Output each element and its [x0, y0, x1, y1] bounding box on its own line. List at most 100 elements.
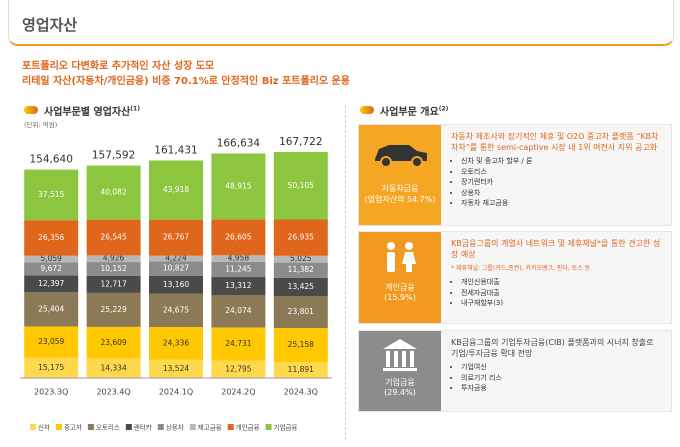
data-label: 10,152	[100, 264, 126, 273]
legend-label: 렌터카	[134, 423, 152, 432]
desc: KB금융그룹의 기업투자금융(CIB) 플랫폼과의 시너지 창출로 기업/투자금…	[451, 337, 663, 394]
bar-segment	[211, 294, 266, 328]
legend-label: 신차	[38, 423, 50, 432]
bar-segment	[149, 255, 203, 262]
bar-segment	[86, 219, 141, 256]
x-tick-label: 2024.3Q	[284, 388, 318, 397]
car-icon	[375, 145, 427, 168]
chart-title-text: 사업부문별 영업자산	[44, 107, 131, 118]
data-label: 37,515	[38, 190, 64, 199]
bullets: 신차 및 중고차 할부 / 론오토리스장기렌터카상용차자동차 재고금융	[451, 156, 663, 209]
data-label: 13,524	[163, 364, 189, 373]
data-label: 26,545	[100, 233, 126, 242]
bullet: 내구재할부(3)	[461, 298, 663, 309]
bar-segment	[86, 326, 141, 359]
bar-segment	[149, 219, 203, 256]
data-label: 50,105	[288, 181, 314, 190]
data-label: 14,334	[100, 363, 126, 372]
bullet: 신차 및 중고차 할부 / 론	[461, 156, 663, 167]
headline: 리테일 자산(자동차/개인금융) 비중 70.1%로 안정적인 Biz 포트폴리…	[22, 76, 350, 87]
total-label: 166,634	[217, 137, 261, 149]
data-label: 24,336	[163, 338, 189, 347]
data-label: 12,397	[38, 279, 64, 288]
data-label: 26,605	[225, 232, 251, 241]
bullet: 기업여신	[461, 362, 663, 373]
bar-segment	[86, 292, 141, 327]
bar-segment	[211, 255, 266, 262]
legend-swatch	[125, 424, 132, 430]
data-label: 25,404	[38, 304, 64, 313]
legend-label: 상용차	[166, 423, 184, 432]
share: (15.9%)	[384, 293, 416, 302]
data-label: 4,224	[165, 254, 187, 263]
data-label: 13,425	[288, 282, 314, 291]
overview-title-note: (2)	[438, 105, 449, 113]
bar-segment	[211, 261, 266, 278]
legend-swatch	[157, 424, 164, 430]
data-label: 43,918	[163, 185, 189, 194]
label: 개인금융	[385, 283, 415, 292]
total-label: 167,722	[279, 136, 322, 148]
bullet: 의료기기 리스	[461, 373, 663, 384]
data-label: 24,675	[163, 305, 189, 314]
x-tick-label: 2023.4Q	[96, 388, 130, 397]
bar-segment	[24, 262, 79, 276]
bar-segment	[273, 328, 328, 362]
bullets: 기업여신의료기기 리스투자금융	[451, 362, 663, 394]
bar-segment	[273, 361, 328, 378]
data-label: 4,958	[228, 254, 250, 263]
bullet: 전세자금대출	[461, 288, 663, 299]
legend-swatch	[55, 424, 62, 430]
data-label: 23,609	[100, 338, 126, 347]
chart-title: 사업부문별 영업자산(1)	[44, 103, 140, 118]
data-label: 23,801	[288, 307, 314, 316]
bar-segment	[273, 152, 328, 220]
bar-segment	[24, 275, 79, 293]
people-icon	[387, 242, 416, 272]
bullet: 개인신용대출	[461, 277, 663, 288]
data-label: 26,767	[163, 233, 189, 242]
bar-segment	[273, 262, 328, 278]
unit: (단위: 억원)	[24, 121, 58, 129]
data-label: 12,717	[100, 279, 126, 288]
data-label: 13,160	[163, 280, 189, 289]
bar-segment	[211, 277, 266, 295]
box-label: 기업금융 (29.4%)	[359, 331, 441, 411]
x-tick-label: 2024.1Q	[159, 388, 193, 397]
share: (29.4%)	[384, 388, 416, 397]
legend-swatch	[87, 424, 94, 430]
data-label: 24,731	[225, 339, 251, 348]
box-label: 자동차금융 (영업자산의 54.7%)	[359, 125, 441, 225]
data-label: 48,915	[225, 181, 251, 190]
legend-label: 중고차	[64, 423, 82, 432]
bar-segment	[24, 169, 79, 221]
data-label: 15,175	[38, 363, 64, 372]
bar-segment	[149, 261, 203, 277]
bank-icon	[383, 339, 417, 371]
bullet: 상용차	[461, 188, 663, 199]
bar-segment	[211, 360, 266, 378]
desc-text: KB금융그룹의 기업투자금융(CIB) 플랫폼과의 시너지 창출로 기업/투자금…	[451, 338, 654, 358]
share: (영업자산의 54.7%)	[364, 195, 436, 204]
bar-segment	[149, 276, 203, 294]
total-label: 161,431	[154, 144, 197, 156]
divider	[345, 105, 346, 440]
section-dot	[360, 106, 374, 114]
desc-text: KB금융그룹의 계열사 네트워크 및 제휴채널*을 통한 견고한 성장 예상	[451, 239, 661, 259]
desc: 자동차 제조사와 장기적인 제휴 및 O2O 중고차 플랫폼 “KB차차차”를 …	[451, 131, 663, 209]
x-tick-label: 2023.3Q	[34, 388, 68, 397]
data-label: 26,356	[38, 233, 64, 242]
bar-segment	[273, 219, 328, 256]
bar-segment	[273, 296, 328, 329]
data-label: 24,074	[225, 306, 251, 315]
bullets: 개인신용대출전세자금대출내구재할부(3)	[451, 277, 663, 309]
data-label: 11,891	[288, 365, 314, 374]
total-label: 157,592	[92, 150, 135, 162]
overview-title-text: 사업부문 개요	[380, 107, 439, 118]
bar-segment	[24, 326, 79, 358]
data-label: 9,672	[40, 264, 62, 273]
bar-segment	[211, 153, 266, 220]
box: 기업금융 (29.4%) KB금융그룹의 기업투자금융(CIB) 플랫폼과의 시너…	[358, 330, 672, 412]
bar-segment	[211, 219, 266, 256]
